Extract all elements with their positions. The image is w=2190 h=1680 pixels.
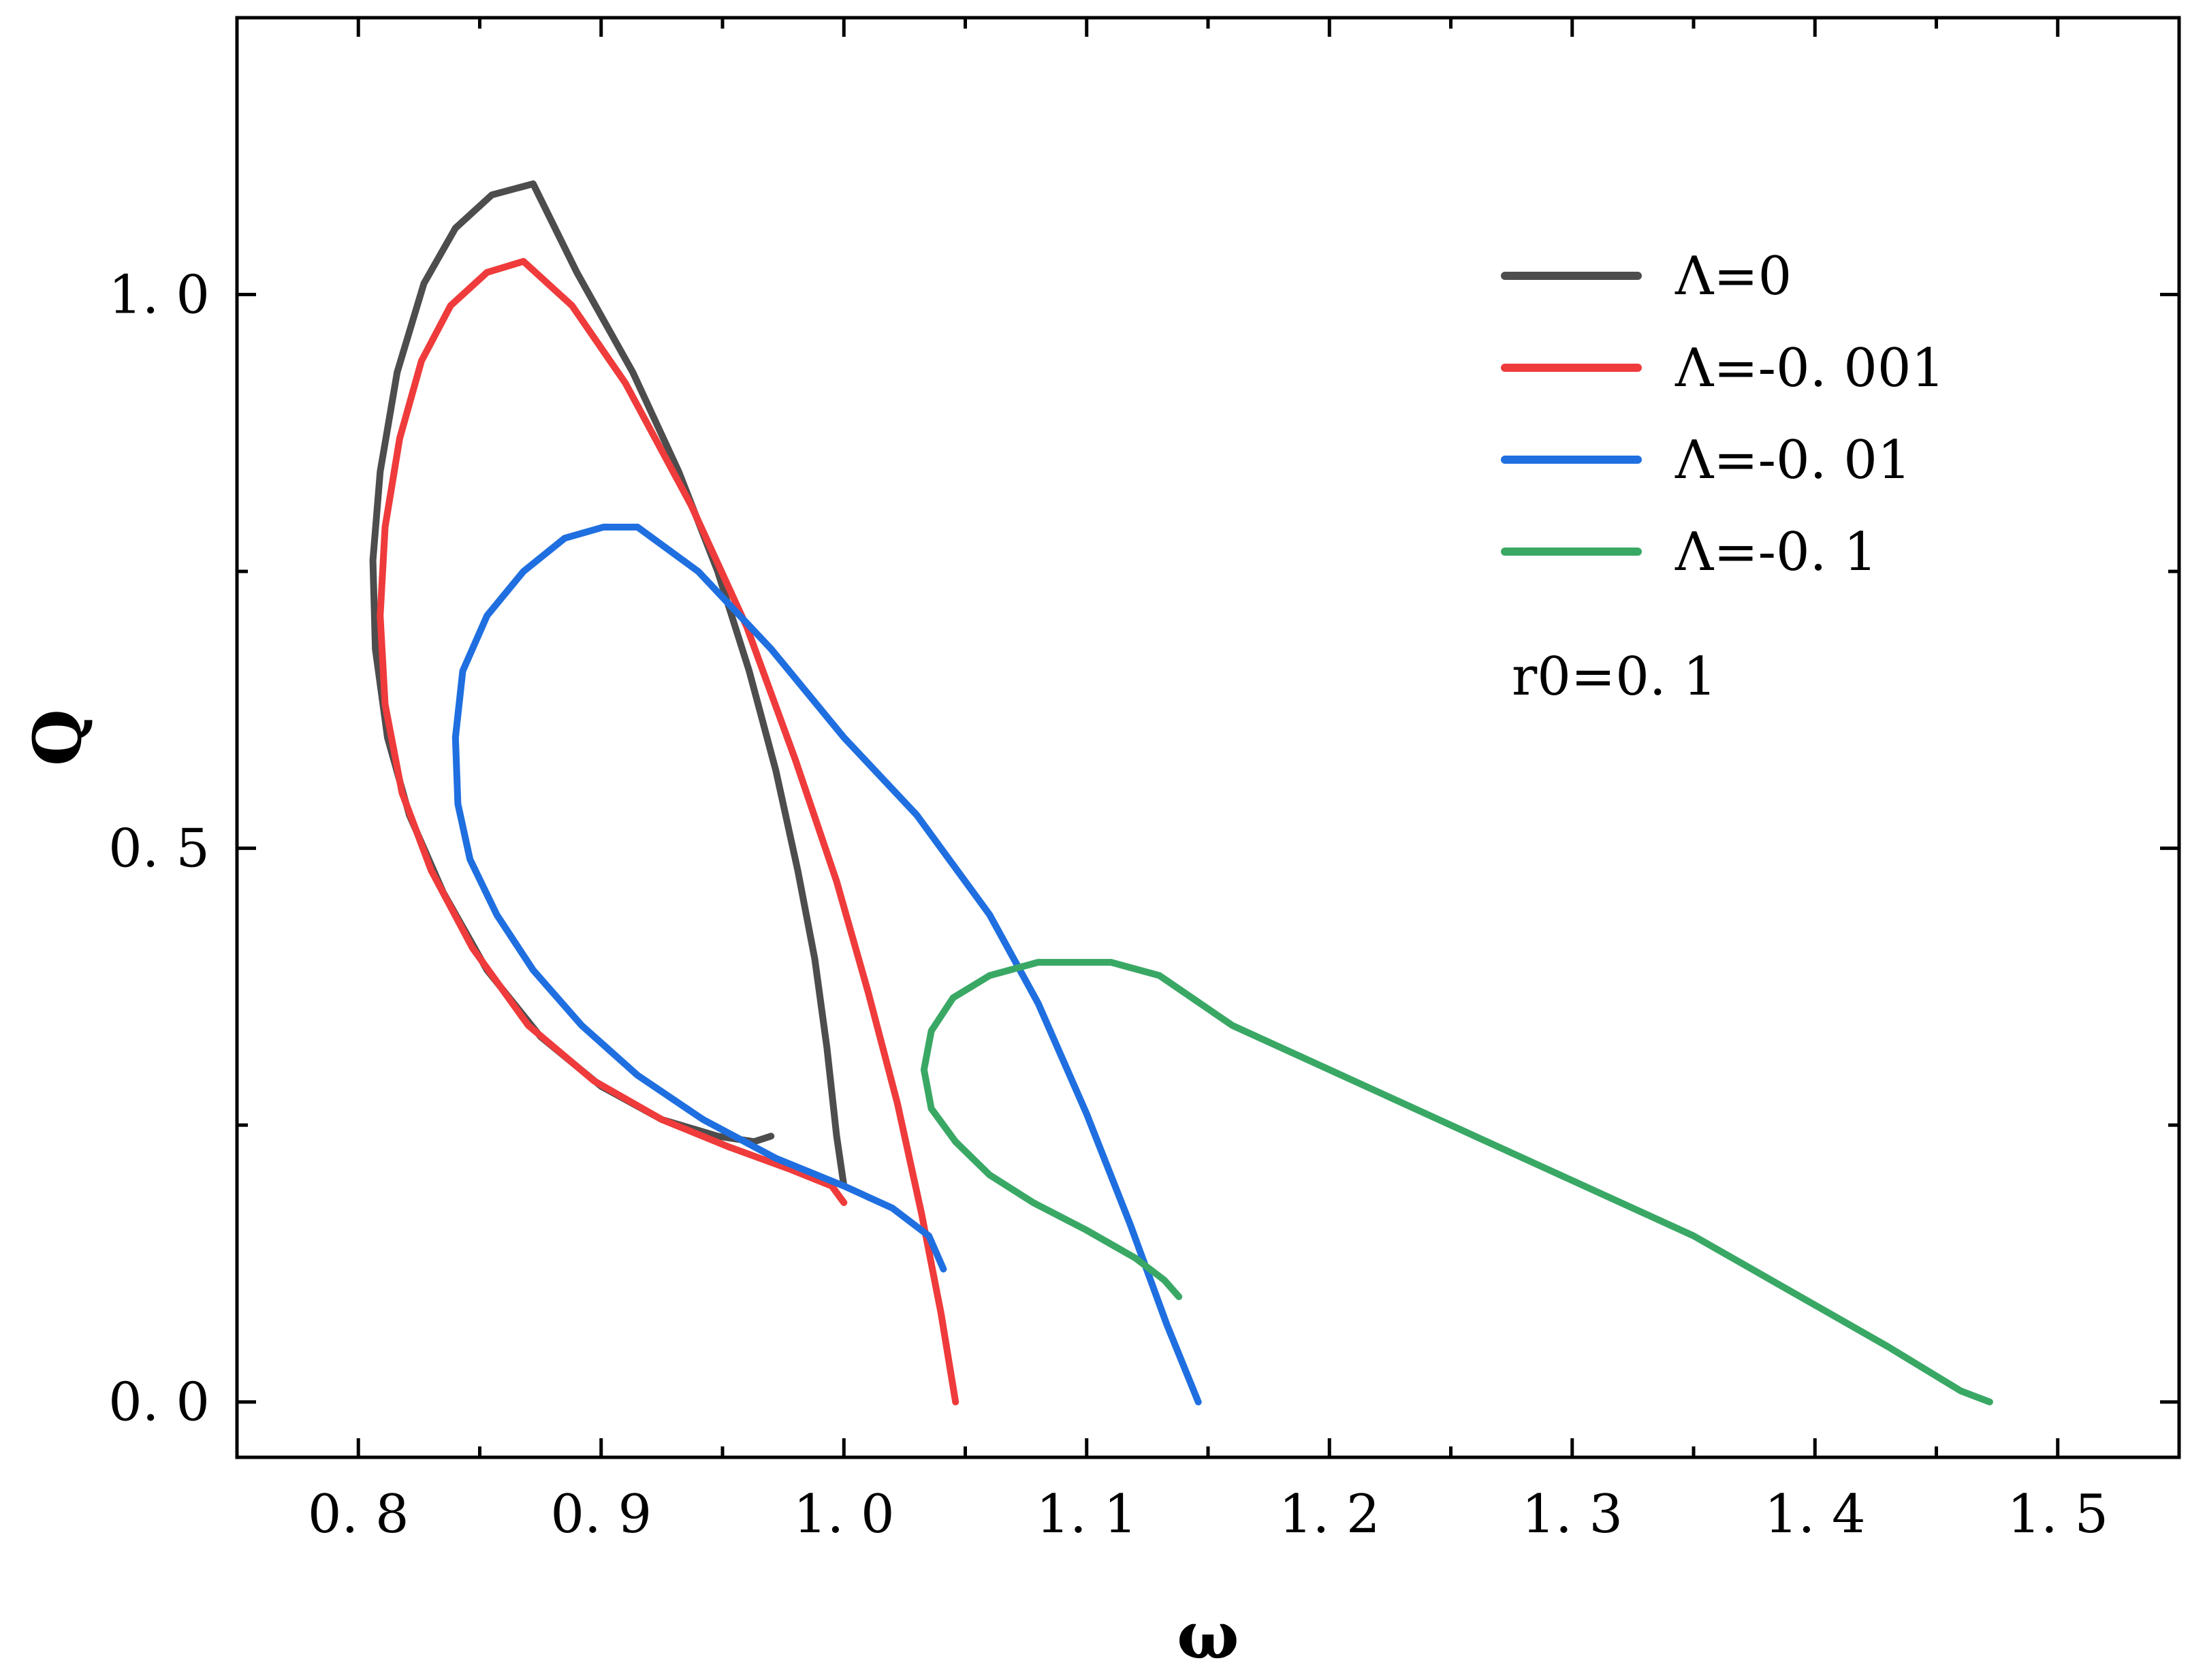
legend-label-4: Λ=-0. 1 [1675, 522, 1877, 583]
ticks-layer [237, 18, 2179, 1457]
annotation-r0: r0=0. 1 [1512, 646, 1717, 708]
legend: Λ=0 Λ=-0. 001 Λ=-0. 01 Λ=-0. 1 [1501, 246, 1945, 583]
x-tick-label: 1. 1 [1036, 1484, 1137, 1545]
series-layer [369, 180, 1993, 1406]
x-tick-label: 1. 3 [1521, 1484, 1623, 1545]
series-line-3 [451, 524, 1202, 1406]
x-tick-label: 0. 9 [550, 1484, 652, 1545]
x-tick-label: 1. 2 [1279, 1484, 1380, 1545]
tick-labels: 0. 8 0. 9 1. 0 1. 1 1. 2 1. 3 1. 4 1. 5 0. 0 0. 5… [108, 265, 2108, 1545]
y-tick-label: 0. 0 [108, 1372, 210, 1433]
y-axis-title: Q [19, 709, 96, 766]
series-line-4 [920, 959, 1993, 1406]
x-axis-title: ω [1177, 1597, 1239, 1674]
y-tick-label: 0. 5 [108, 819, 210, 880]
x-tick-label: 1. 4 [1764, 1484, 1866, 1545]
legend-label-3: Λ=-0. 01 [1675, 430, 1911, 491]
x-tick-label: 0. 8 [308, 1484, 409, 1545]
series-line-2 [377, 257, 959, 1406]
legend-label-1: Λ=0 [1675, 246, 1792, 307]
legend-label-2: Λ=-0. 001 [1675, 338, 1945, 399]
x-tick-label: 1. 5 [2007, 1484, 2108, 1545]
y-tick-label: 1. 0 [108, 265, 210, 326]
x-tick-label: 1. 0 [793, 1484, 895, 1545]
